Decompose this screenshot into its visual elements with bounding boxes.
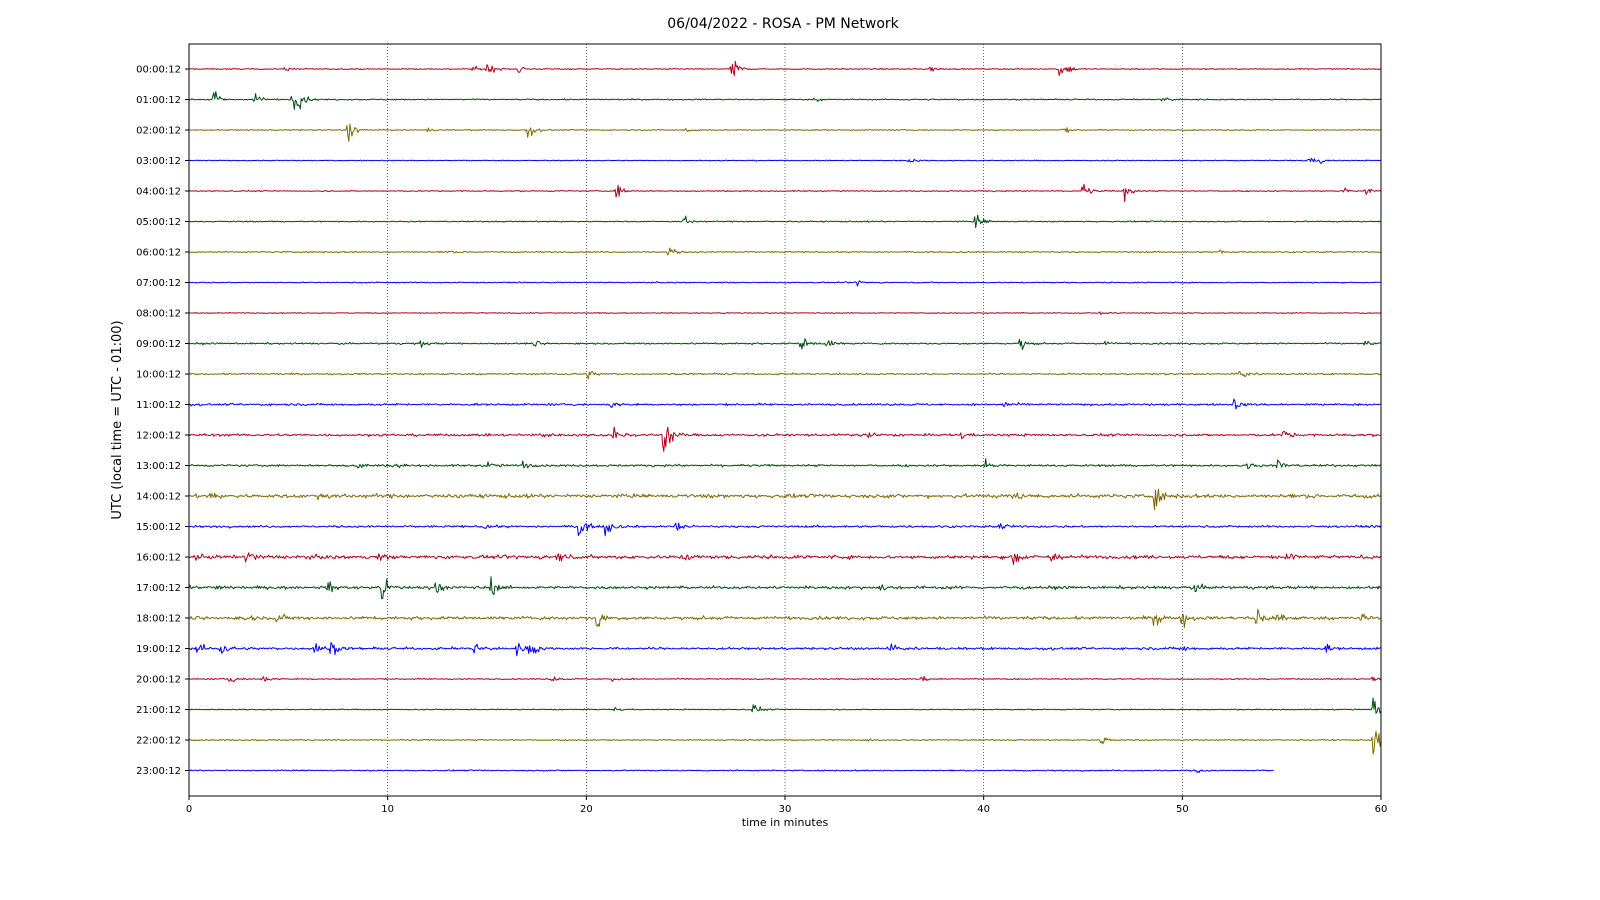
y-tick-label-20: 20:00:12 (136, 675, 181, 686)
y-tick-label-8: 08:00:12 (136, 309, 181, 320)
trace-14-00-12 (189, 488, 1382, 511)
y-tick-label-2: 02:00:12 (136, 126, 181, 137)
y-tick-label-10: 10:00:12 (136, 370, 181, 381)
trace-11-00-12 (188, 398, 1382, 410)
trace-04-00-12 (188, 183, 1382, 203)
chart-title: 06/04/2022 - ROSA - PM Network (667, 16, 899, 32)
trace-17-00-12 (188, 576, 1381, 600)
y-tick-label-18: 18:00:12 (136, 614, 181, 625)
y-tick-label-5: 05:00:12 (136, 217, 181, 228)
trace-06-00-12 (188, 247, 1382, 256)
y-tick-label-22: 22:00:12 (136, 736, 181, 747)
y-tick-label-21: 21:00:12 (136, 705, 181, 716)
y-tick-label-9: 09:00:12 (136, 339, 181, 350)
trace-15-00-12 (188, 522, 1382, 537)
trace-10-00-12 (188, 371, 1382, 380)
x-tick-label-0: 0 (186, 804, 192, 815)
trace-21-00-12 (188, 697, 1382, 714)
y-tick-label-14: 14:00:12 (136, 492, 181, 503)
trace-07-00-12 (188, 280, 1382, 287)
trace-23-00-12 (188, 769, 1274, 773)
trace-01-00-12 (188, 91, 1382, 110)
trace-22-00-12 (188, 730, 1382, 755)
y-axis-ticks: 00:00:12 01:00:12 02:00:12 03:00:12 04:00:12… (136, 65, 189, 777)
y-tick-label-7: 07:00:12 (136, 278, 181, 289)
trace-02-00-12 (189, 123, 1382, 142)
y-tick-label-15: 15:00:12 (136, 522, 181, 533)
x-axis-ticks: 0 10 20 30 40 50 60 (186, 796, 1388, 815)
trace-05-00-12 (188, 214, 1382, 228)
grid-lines (387, 44, 1183, 796)
y-tick-label-17: 17:00:12 (136, 583, 181, 594)
y-tick-label-11: 11:00:12 (136, 400, 181, 411)
trace-13-00-12 (188, 458, 1382, 470)
trace-00-00-12 (189, 60, 1382, 77)
x-tick-label-4: 40 (977, 804, 990, 815)
y-tick-label-19: 19:00:12 (136, 644, 181, 655)
y-tick-label-12: 12:00:12 (136, 431, 181, 442)
seismic-traces (188, 60, 1382, 773)
x-tick-label-5: 50 (1176, 804, 1189, 815)
trace-20-00-12 (188, 675, 1382, 683)
y-tick-label-4: 04:00:12 (136, 187, 181, 198)
y-tick-label-23: 23:00:12 (136, 766, 181, 777)
trace-03-00-12 (188, 158, 1382, 164)
y-axis-label: UTC (local time = UTC - 01:00) (110, 320, 125, 519)
x-tick-label-2: 20 (580, 804, 593, 815)
trace-08-00-12 (189, 311, 1382, 315)
y-tick-label-16: 16:00:12 (136, 553, 181, 564)
x-axis-label: time in minutes (742, 816, 829, 829)
y-tick-label-3: 03:00:12 (136, 156, 181, 167)
x-tick-label-1: 10 (381, 804, 394, 815)
trace-19-00-12 (188, 642, 1382, 657)
x-tick-label-3: 30 (779, 804, 792, 815)
trace-16-00-12 (188, 552, 1382, 565)
y-tick-label-6: 06:00:12 (136, 248, 181, 259)
x-tick-label-6: 60 (1375, 804, 1388, 815)
trace-18-00-12 (188, 608, 1382, 629)
y-tick-label-1: 01:00:12 (136, 95, 181, 106)
y-tick-label-0: 00:00:12 (136, 65, 181, 76)
trace-09-00-12 (188, 338, 1382, 351)
trace-12-00-12 (188, 426, 1382, 452)
y-tick-label-13: 13:00:12 (136, 461, 181, 472)
